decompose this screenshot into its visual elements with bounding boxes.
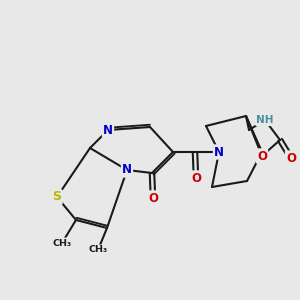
Text: N: N bbox=[103, 124, 113, 136]
Text: NH: NH bbox=[256, 115, 274, 125]
Text: N: N bbox=[122, 164, 132, 176]
Text: S: S bbox=[52, 190, 62, 203]
Text: O: O bbox=[148, 191, 158, 205]
Text: O: O bbox=[257, 149, 267, 163]
Text: CH₃: CH₃ bbox=[52, 238, 72, 247]
Text: CH₃: CH₃ bbox=[88, 245, 108, 254]
Text: O: O bbox=[286, 152, 296, 164]
Text: N: N bbox=[214, 146, 224, 158]
Text: O: O bbox=[191, 172, 201, 184]
